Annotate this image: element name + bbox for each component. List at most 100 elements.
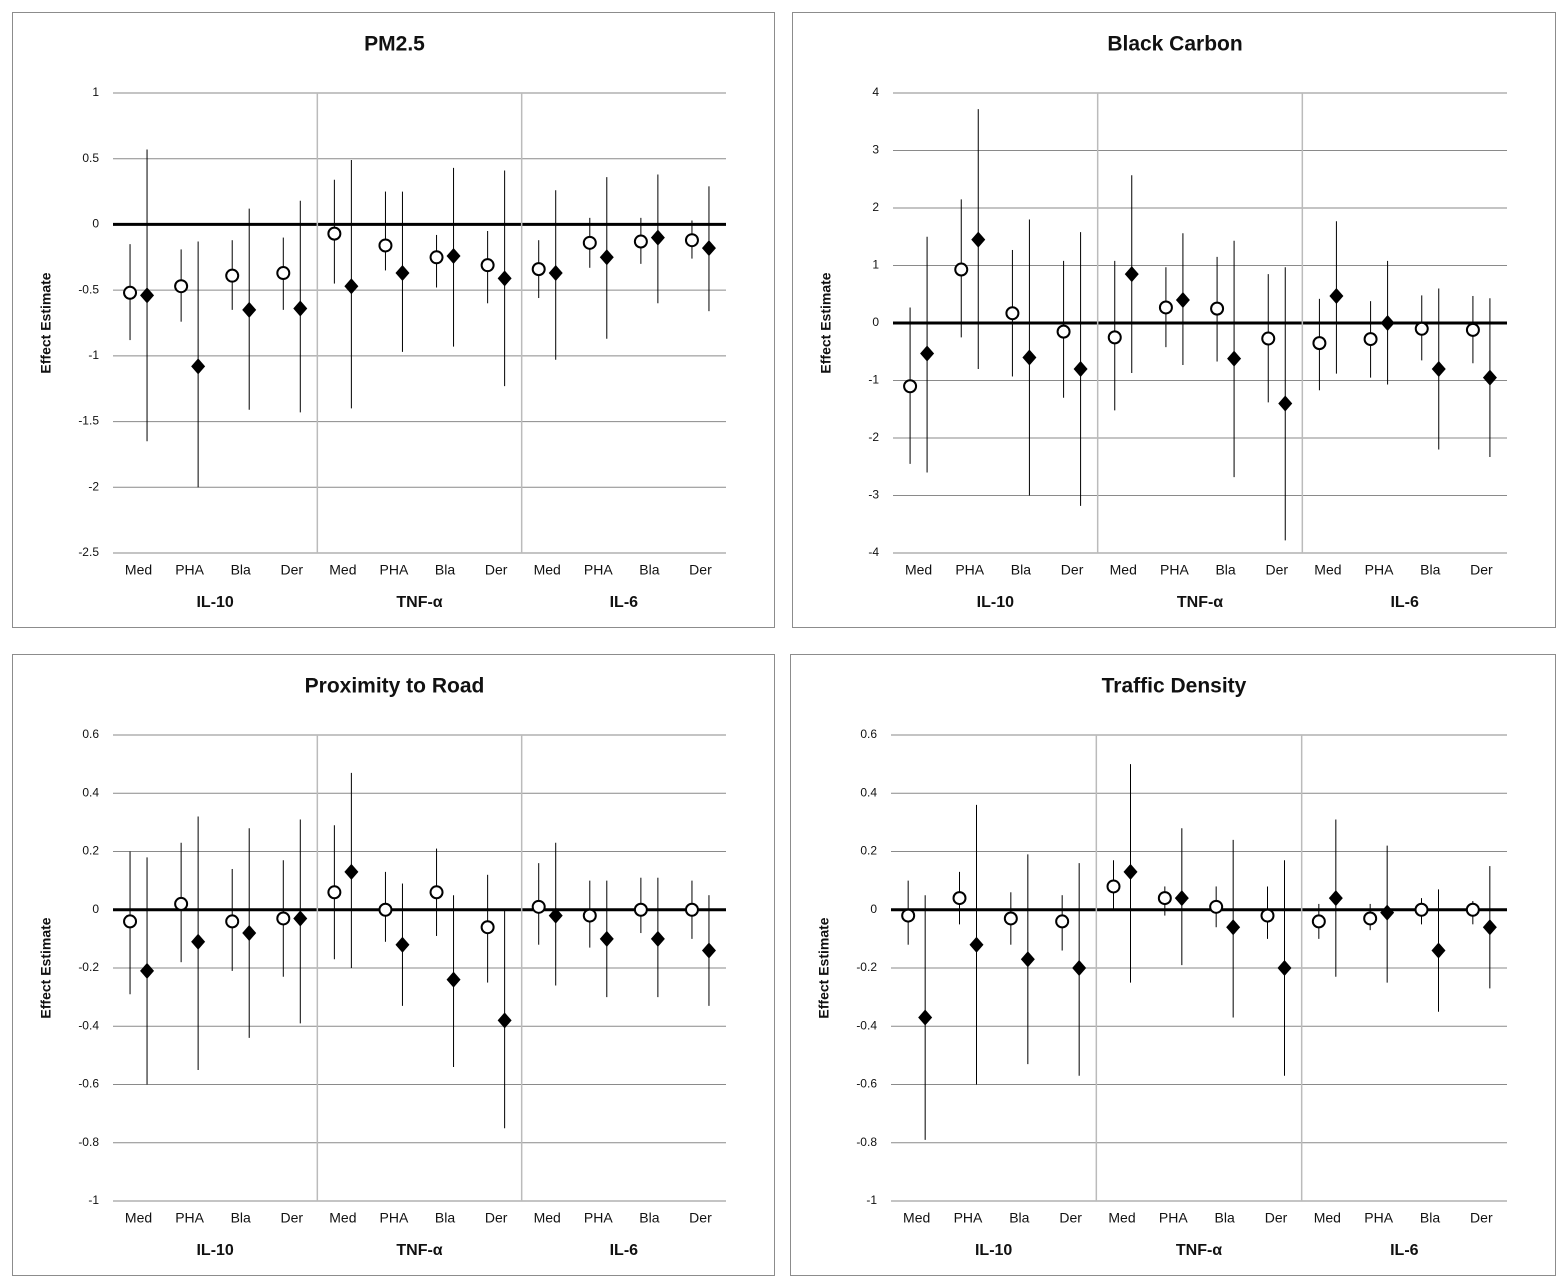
x-tick-label: Bla (1011, 562, 1031, 578)
circle-marker (276, 911, 291, 926)
circle-marker (429, 250, 444, 265)
diamond-marker (1226, 919, 1241, 936)
group-label: IL-6 (1390, 594, 1419, 611)
circle-marker (582, 235, 597, 250)
circle-marker (429, 885, 444, 900)
circle-marker (123, 914, 138, 929)
x-tick-label: Der (1265, 562, 1288, 578)
diamond-marker (1278, 395, 1293, 412)
chart-panel: Proximity to Road Effect Estimate 0.6 0.4 0.… (12, 654, 775, 1276)
circle-marker (276, 266, 291, 281)
diamond-marker (1431, 942, 1446, 959)
group-label: TNF-α (1176, 1242, 1222, 1259)
y-axis-label: Effect Estimate (816, 917, 832, 1018)
circle-marker (174, 896, 189, 911)
group-label: IL-10 (977, 594, 1014, 611)
diamond-marker (497, 1012, 512, 1029)
chart-panel: PM2.5 Effect Estimate 1 0.5 0 -0.5 -1 -1.5 -2 -2.… (12, 12, 775, 628)
y-tick-label: -0.6 (856, 1077, 877, 1091)
y-tick-label: -3 (868, 488, 879, 502)
y-tick-label: -4 (868, 545, 879, 559)
circle-marker (582, 908, 597, 923)
circle-marker (1414, 321, 1429, 336)
diamond-marker (1175, 292, 1190, 308)
x-tick-label: Med (903, 1210, 930, 1226)
diamond-marker (497, 270, 512, 287)
x-tick-label: PHA (175, 562, 204, 578)
x-tick-label: Bla (231, 562, 251, 578)
diamond-marker (701, 240, 716, 257)
diamond-marker (1124, 266, 1139, 283)
y-tick-label: 0.2 (860, 844, 877, 858)
circle-marker (225, 268, 240, 283)
y-tick-label: 0.2 (82, 844, 99, 858)
y-tick-label: 0.4 (82, 785, 99, 799)
circle-marker (1157, 891, 1172, 906)
y-tick-label: -2 (88, 479, 99, 493)
circle-marker (1363, 911, 1378, 926)
x-tick-label: Med (125, 1210, 152, 1226)
x-tick-label: Bla (435, 1210, 455, 1226)
x-tick-label: PHA (954, 1210, 983, 1226)
y-tick-label: -2.5 (78, 545, 99, 559)
circle-marker (1003, 911, 1018, 926)
diamond-marker (242, 925, 257, 942)
chart-title: Traffic Density (1102, 675, 1247, 698)
group-label: IL-6 (1390, 1242, 1419, 1259)
circle-marker (1260, 908, 1275, 923)
x-tick-label: PHA (380, 562, 409, 578)
circle-marker (954, 262, 969, 277)
y-tick-label: -1 (88, 348, 99, 362)
diamond-marker (918, 1009, 933, 1026)
x-tick-label: Der (281, 562, 304, 578)
x-tick-label: Bla (1420, 1210, 1440, 1226)
x-tick-label: Bla (1009, 1210, 1029, 1226)
y-axis-label: Effect Estimate (818, 272, 834, 373)
chart-title: Proximity to Road (305, 675, 485, 698)
y-tick-label: 1 (872, 258, 879, 272)
x-tick-label: Med (1108, 1210, 1135, 1226)
diamond-marker (1380, 315, 1395, 331)
x-tick-label: Med (534, 1210, 561, 1226)
diamond-marker (969, 936, 984, 953)
x-tick-label: Med (329, 562, 356, 578)
circle-marker (327, 226, 342, 241)
diamond-marker (293, 910, 308, 927)
y-tick-label: 1 (92, 85, 99, 99)
diamond-marker (1123, 863, 1138, 880)
diamond-marker (1482, 919, 1497, 936)
x-tick-label: Der (689, 1210, 712, 1226)
y-tick-label: 0 (92, 902, 99, 916)
x-tick-label: Der (1265, 1210, 1288, 1226)
y-axis-label: Effect Estimate (38, 272, 54, 373)
y-tick-label: -0.4 (78, 1018, 99, 1032)
x-tick-label: Der (485, 1210, 508, 1226)
diamond-marker (1022, 349, 1037, 366)
diamond-marker (242, 301, 257, 318)
diamond-marker (1328, 890, 1343, 907)
circle-marker (1158, 300, 1173, 315)
circle-marker (903, 379, 918, 394)
diamond-marker (548, 265, 563, 282)
diamond-marker (701, 942, 716, 959)
chart-title: PM2.5 (364, 33, 425, 56)
x-tick-label: PHA (1160, 562, 1189, 578)
diamond-marker (1329, 287, 1344, 304)
diamond-marker (1227, 350, 1242, 367)
circle-marker (531, 899, 546, 914)
y-tick-label: -0.5 (78, 282, 99, 296)
y-tick-label: -0.2 (78, 960, 99, 974)
y-tick-label: 0 (870, 902, 877, 916)
diamond-marker (140, 287, 155, 304)
diamond-marker (650, 930, 665, 947)
circle-marker (378, 238, 393, 253)
circle-marker (1363, 332, 1378, 347)
diamond-marker (971, 231, 986, 248)
y-tick-label: -1 (88, 1193, 99, 1207)
circle-marker (174, 279, 189, 294)
diamond-marker (446, 971, 461, 988)
x-tick-label: Med (1110, 562, 1137, 578)
circle-marker (1261, 331, 1276, 346)
x-tick-label: Bla (639, 1210, 659, 1226)
